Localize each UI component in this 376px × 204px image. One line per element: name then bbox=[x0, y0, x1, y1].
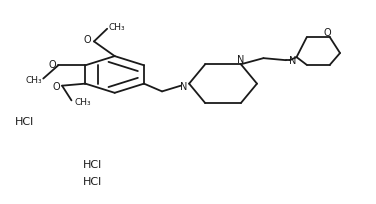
Text: HCl: HCl bbox=[15, 117, 34, 128]
Text: O: O bbox=[49, 60, 56, 70]
Text: O: O bbox=[84, 35, 91, 45]
Text: N: N bbox=[237, 55, 244, 65]
Text: O: O bbox=[52, 82, 60, 92]
Text: CH₃: CH₃ bbox=[108, 23, 125, 32]
Text: HCl: HCl bbox=[83, 160, 102, 170]
Text: CH₃: CH₃ bbox=[74, 98, 91, 107]
Text: N: N bbox=[289, 56, 296, 66]
Text: HCl: HCl bbox=[83, 176, 102, 187]
Text: O: O bbox=[324, 28, 332, 38]
Text: N: N bbox=[180, 82, 188, 92]
Text: CH₃: CH₃ bbox=[26, 76, 42, 85]
